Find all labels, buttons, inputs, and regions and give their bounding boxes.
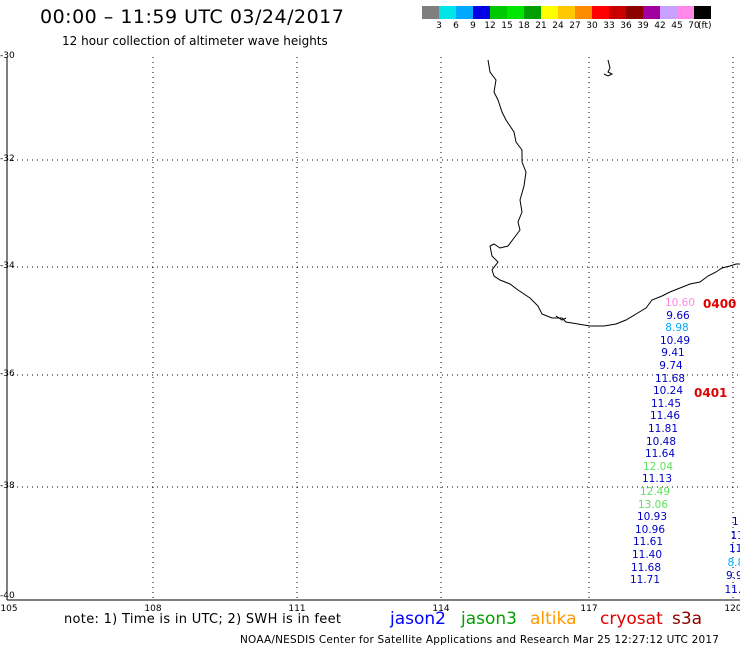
wave-height-value: 11.68 bbox=[630, 561, 662, 574]
color-scale-label: 18 bbox=[518, 21, 530, 31]
color-scale-bar bbox=[422, 6, 711, 19]
wave-height-value: 13.06 bbox=[637, 498, 669, 511]
color-swatch bbox=[609, 6, 626, 19]
longitude-label: 120 bbox=[724, 604, 740, 614]
wave-height-value: 9.74 bbox=[659, 360, 683, 372]
color-swatch bbox=[490, 6, 507, 19]
wave-height-value: 10.24 bbox=[652, 385, 684, 398]
graticule bbox=[7, 57, 740, 600]
wave-height-value: 11.71 bbox=[629, 574, 661, 587]
color-swatch bbox=[439, 6, 456, 19]
wave-height-value: 11.46 bbox=[649, 410, 681, 423]
color-swatch bbox=[422, 6, 439, 19]
wave-height-value: 12.49 bbox=[639, 486, 671, 498]
color-swatch bbox=[524, 6, 541, 19]
color-scale-label: 24 bbox=[552, 21, 564, 31]
credit-line: NOAA/NESDIS Center for Satellite Applica… bbox=[240, 634, 720, 646]
color-scale-label: 70 bbox=[688, 21, 700, 31]
latitude-label: -36 bbox=[0, 369, 15, 379]
color-swatch bbox=[694, 6, 711, 19]
wave-height-value: 10.48 bbox=[645, 435, 677, 448]
wave-height-value: 11.81 bbox=[647, 423, 679, 435]
color-swatch bbox=[456, 6, 473, 19]
map-title: 00:00 – 11:59 UTC 03/24/2017 bbox=[40, 6, 345, 28]
longitude-label: 117 bbox=[580, 604, 598, 614]
color-scale-label: 27 bbox=[569, 21, 581, 31]
wave-height-value: 11. bbox=[729, 543, 740, 555]
latitude-label: -34 bbox=[0, 261, 15, 271]
color-swatch bbox=[626, 6, 643, 19]
coastline bbox=[487, 59, 740, 327]
wave-height-value: 12.04 bbox=[642, 460, 674, 473]
wave-height-value: 11.40 bbox=[631, 549, 663, 561]
color-scale-labels: 3 6 9 12 15 18 21 24 27 30 33 36 39 42 45 70 (ft) bbox=[422, 21, 740, 33]
color-scale-label: 42 bbox=[654, 21, 666, 31]
color-swatch bbox=[643, 6, 660, 19]
color-scale-label: 30 bbox=[586, 21, 598, 31]
wave-height-value: 11.0 bbox=[724, 584, 740, 596]
wave-height-value: 11.64 bbox=[644, 448, 676, 461]
footer-note: note: 1) Time is in UTC; 2) SWH is in fe… bbox=[64, 612, 342, 627]
latitude-label: -40 bbox=[0, 591, 15, 601]
satellite-legend-item: s3a bbox=[672, 609, 703, 629]
color-swatch bbox=[507, 6, 524, 19]
color-swatch bbox=[592, 6, 609, 19]
longitude-label: 114 bbox=[432, 604, 450, 614]
wave-height-value: 10.96 bbox=[634, 523, 666, 536]
orbit-label: 0400 bbox=[703, 297, 737, 311]
wave-height-value: 9.66 bbox=[666, 309, 690, 322]
color-scale-label: 39 bbox=[637, 21, 649, 31]
latitude-label: -32 bbox=[0, 154, 15, 164]
map-subtitle: 12 hour collection of altimeter wave hei… bbox=[62, 34, 328, 48]
wave-height-value: 11.45 bbox=[650, 397, 682, 410]
longitude-label: 111 bbox=[288, 604, 306, 614]
satellite-legend-item: altika bbox=[530, 609, 577, 629]
color-scale-label: 33 bbox=[603, 21, 615, 31]
map-frame bbox=[6, 57, 740, 601]
latitude-label: -38 bbox=[0, 481, 15, 491]
satellite-legend-item: jason2 bbox=[390, 609, 446, 629]
color-scale-label: 6 bbox=[453, 21, 459, 31]
wave-height-value: 11.61 bbox=[632, 536, 664, 549]
color-swatch bbox=[660, 6, 677, 19]
wave-height-value: 1 bbox=[732, 516, 739, 528]
wave-height-value: 8.8 bbox=[727, 557, 740, 569]
satellite-legend-item: cryosat bbox=[600, 609, 663, 629]
wave-height-value: 9.41 bbox=[661, 347, 685, 360]
wave-height-value: 8.98 bbox=[665, 322, 689, 335]
wave-height-value: 11.13 bbox=[641, 473, 673, 486]
color-scale-label: 12 bbox=[484, 21, 496, 31]
wave-height-value: 11.68 bbox=[654, 372, 686, 385]
color-swatch bbox=[541, 6, 558, 19]
satellite-legend-item: jason3 bbox=[461, 609, 517, 629]
color-scale-label: 21 bbox=[535, 21, 547, 31]
color-scale-label: 45 bbox=[671, 21, 683, 31]
color-scale-label: 36 bbox=[620, 21, 632, 31]
wave-height-value: 11 bbox=[730, 530, 740, 542]
color-scale-label: 3 bbox=[436, 21, 442, 31]
color-scale-label: 9 bbox=[470, 21, 476, 31]
longitude-label: 108 bbox=[144, 604, 162, 614]
color-swatch bbox=[677, 6, 694, 19]
color-scale-unit: (ft) bbox=[698, 21, 712, 31]
longitude-label: 105 bbox=[0, 604, 18, 614]
color-swatch bbox=[473, 6, 490, 19]
wave-height-value: 9.9 bbox=[726, 570, 740, 582]
orbit-label: 0401 bbox=[694, 386, 728, 400]
latitude-label: -30 bbox=[0, 51, 15, 61]
wave-height-value: 10.93 bbox=[636, 511, 668, 524]
wave-height-value: 10.60 bbox=[664, 297, 696, 309]
color-scale-label: 15 bbox=[501, 21, 513, 31]
color-swatch bbox=[575, 6, 592, 19]
color-swatch bbox=[558, 6, 575, 19]
wave-height-value: 10.49 bbox=[659, 334, 691, 347]
